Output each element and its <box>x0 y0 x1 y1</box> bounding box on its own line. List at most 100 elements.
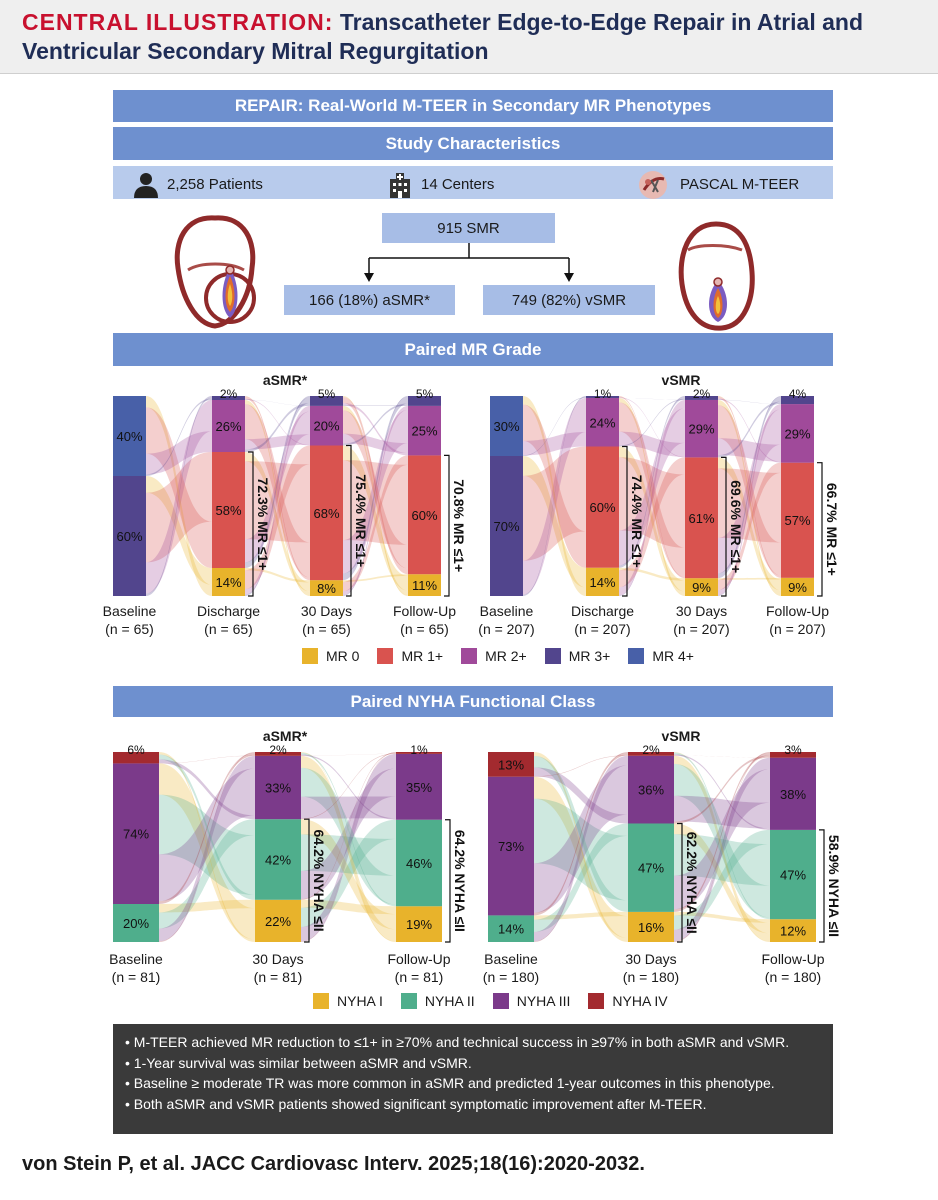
legend-item: NYHA I <box>313 993 383 1009</box>
flow-ribbon <box>718 399 781 405</box>
bracket-line <box>677 822 683 943</box>
flow-ribbon <box>619 398 685 447</box>
stacked-segment <box>770 757 816 830</box>
bracket-line <box>819 829 825 943</box>
charts-canvas: 60% 40% 14% 58% 26% 2% 72.3% MR ≤1+ 8% 68% 20% 5% 7… <box>113 387 842 943</box>
column-n-label: (n = 81) <box>253 969 303 985</box>
column-n-label: (n = 65) <box>105 621 154 637</box>
flow-ribbon <box>245 445 310 590</box>
asmr-box: 166 (18%) aSMR* <box>284 285 455 315</box>
stacked-segment <box>310 405 343 446</box>
flow-ribbon <box>619 402 685 577</box>
segment-label: 40% <box>116 429 142 444</box>
legend-swatch <box>377 648 394 664</box>
flow-ribbon <box>674 763 770 918</box>
flow-ribbon <box>534 765 628 913</box>
flow-ribbon <box>534 776 628 939</box>
stacked-segment <box>770 752 816 758</box>
header-label: CENTRAL ILLUSTRATION: <box>22 9 334 35</box>
bracket-line <box>721 456 727 597</box>
flow-ribbon <box>674 769 770 910</box>
segment-label: 57% <box>784 513 810 528</box>
flow-ribbon <box>718 409 781 574</box>
flow-ribbon <box>534 755 628 912</box>
segment-label: 60% <box>116 529 142 544</box>
stacked-segment <box>408 574 441 596</box>
header: CENTRAL ILLUSTRATION: Transcatheter Edge… <box>0 0 938 74</box>
bracket-label: 70.8% MR ≤1+ <box>451 479 467 572</box>
column-n-label: (n = 207) <box>769 621 826 637</box>
legend-item: MR 4+ <box>628 648 694 664</box>
axis-column-label: 30 Days (n = 65) <box>272 602 382 638</box>
column-n-label: (n = 65) <box>400 621 449 637</box>
chart-asmr-nyha-title: aSMR* <box>262 728 308 744</box>
flow-ribbon <box>343 396 408 596</box>
flow-ribbon <box>245 411 310 563</box>
summary-item: Baseline ≥ moderate TR was more common i… <box>125 1073 821 1094</box>
stacked-segment <box>212 396 245 400</box>
segment-label: 26% <box>215 419 241 434</box>
column-time-label: Follow-Up <box>765 603 829 619</box>
flow-ribbon <box>718 398 781 463</box>
flow-ribbon <box>245 404 310 578</box>
segment-label: 30% <box>493 419 519 434</box>
legend-swatch <box>400 993 417 1009</box>
axis-column-label: 30 Days (n = 207) <box>647 602 757 638</box>
bracket-line <box>817 462 823 597</box>
stacked-segment <box>488 776 534 916</box>
column-n-label: (n = 81) <box>111 969 161 985</box>
column-n-label: (n = 207) <box>673 621 730 637</box>
flow-ribbon <box>343 410 408 569</box>
flow-ribbon <box>674 829 770 930</box>
column-n-label: (n = 65) <box>204 621 253 637</box>
study-banner: Study Characteristics <box>113 127 833 160</box>
stacked-segment <box>586 398 619 447</box>
segment-label: 1% <box>410 743 428 757</box>
stat-patients-label: 2,258 Patients <box>167 176 263 193</box>
legend-item: MR 1+ <box>377 648 443 664</box>
flow-ribbon <box>159 763 255 940</box>
flow-ribbon <box>301 819 396 927</box>
flow-ribbon <box>159 768 255 902</box>
flow-ribbon <box>343 409 408 574</box>
segment-label: 2% <box>220 387 238 401</box>
flow-ribbon <box>674 752 770 912</box>
person-icon <box>134 172 158 198</box>
segment-label: 24% <box>589 415 615 430</box>
stacked-segment <box>113 476 146 596</box>
stacked-segment <box>586 446 619 568</box>
flow-ribbon <box>619 457 685 588</box>
flow-ribbon <box>674 755 770 942</box>
flow-ribbon <box>674 752 770 942</box>
stacked-segment <box>490 396 523 456</box>
flow-ribbon <box>301 754 396 820</box>
flow-ribbon <box>718 468 781 543</box>
flow-ribbon <box>619 397 685 458</box>
flow-ribbon <box>619 398 685 596</box>
column-time-label: Follow-Up <box>387 951 451 967</box>
segment-label: 73% <box>498 839 524 854</box>
header-title: Transcatheter Edge-to-Edge Repair in Atr… <box>22 9 863 64</box>
summary-list: M-TEER achieved MR reduction to ≤1+ in ≥… <box>125 1032 821 1114</box>
column-time-label: 30 Days <box>625 951 677 967</box>
stacked-segment <box>396 906 442 942</box>
flow-ribbon <box>159 899 255 913</box>
flow-ribbon <box>245 400 310 596</box>
flow-ribbon <box>245 397 310 568</box>
segment-label: 46% <box>406 856 432 871</box>
segment-label: 8% <box>317 581 336 596</box>
legend-label: NYHA III <box>516 993 571 1009</box>
segment-label: 9% <box>692 580 711 595</box>
axis-column-label: Baseline (n = 81) <box>81 950 191 986</box>
flow-ribbon <box>674 757 770 942</box>
mr-legend: MR 0 MR 1+ MR 2+ MR 3+ MR 4+ <box>302 648 712 664</box>
stacked-segment <box>113 752 159 764</box>
flow-ribbon <box>619 408 685 566</box>
flow-ribbon <box>534 767 628 824</box>
flow-ribbon <box>674 823 770 934</box>
vsmr-box: 749 (82%) vSMR <box>483 285 655 315</box>
legend-item: MR 0 <box>302 648 359 664</box>
stacked-segment <box>781 577 814 596</box>
flow-ribbon <box>718 404 781 596</box>
header-text: CENTRAL ILLUSTRATION: Transcatheter Edge… <box>22 8 916 66</box>
